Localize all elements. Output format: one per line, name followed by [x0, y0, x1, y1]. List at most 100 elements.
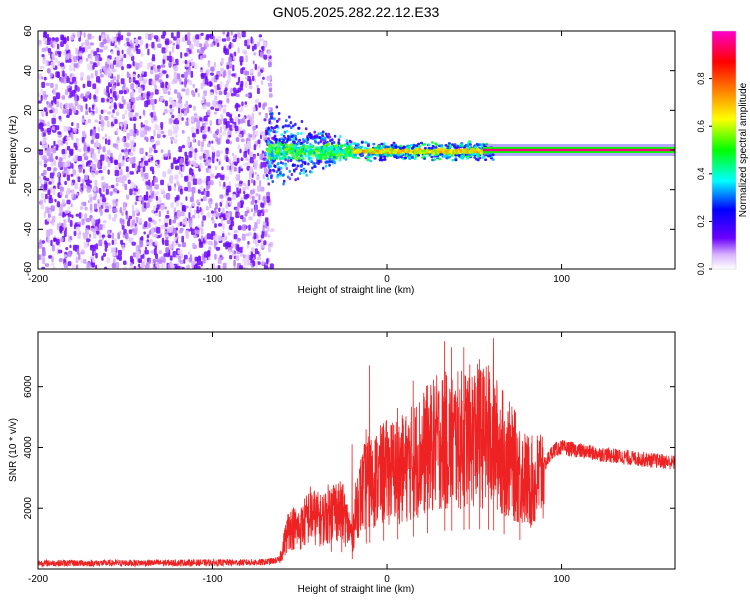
heatmap-cell — [139, 61, 143, 68]
heatmap-cell — [329, 152, 333, 156]
heatmap-cell — [233, 269, 237, 276]
heatmap-cell — [171, 46, 175, 53]
heatmap-cell — [272, 126, 275, 130]
heatmap-cell — [154, 89, 159, 95]
heatmap-cell — [222, 31, 226, 35]
heatmap-cell — [245, 254, 250, 261]
heatmap-cell — [95, 264, 98, 269]
heatmap-cell — [221, 38, 227, 42]
heatmap-cell — [58, 161, 63, 168]
heatmap-cell — [472, 152, 476, 156]
heatmap-cell — [399, 147, 403, 150]
heatmap-cell — [324, 132, 328, 136]
heatmap-cell — [92, 129, 96, 136]
heatmap-cell — [112, 109, 115, 114]
heatmap-cell — [252, 227, 256, 232]
heatmap-cell — [142, 92, 147, 98]
heatmap-cell — [483, 148, 675, 152]
heatmap-cell — [268, 121, 271, 124]
heatmap-cell — [273, 117, 276, 121]
heatmap-cell — [81, 201, 86, 206]
heatmap-cell — [165, 247, 170, 253]
heatmap-cell — [147, 158, 151, 163]
heatmap-cell — [245, 269, 248, 274]
heatmap-cell — [451, 158, 455, 162]
heatmap-cell — [237, 212, 241, 216]
heatmap-cell — [151, 233, 155, 238]
heatmap-cell — [194, 114, 198, 118]
heatmap-cell — [247, 114, 251, 119]
heatmap-cell — [163, 256, 166, 264]
heatmap-cell — [114, 160, 118, 165]
heatmap-cell — [125, 214, 129, 220]
heatmap-cell — [65, 44, 69, 51]
heatmap-cell — [111, 36, 114, 44]
heatmap-cell — [131, 90, 135, 98]
heatmap-cell — [252, 129, 255, 136]
heatmap-cell — [240, 157, 244, 162]
heatmap-cell — [41, 76, 44, 80]
heatmap-cell — [233, 51, 237, 57]
heatmap-cell — [102, 223, 106, 229]
heatmap-cell — [302, 157, 305, 161]
heatmap-cell — [142, 165, 146, 173]
heatmap-cell — [185, 205, 189, 209]
heatmap-cell — [75, 47, 78, 55]
heatmap-cell — [295, 149, 299, 153]
heatmap-cell — [248, 85, 253, 90]
heatmap-cell — [294, 137, 298, 141]
heatmap-cell — [299, 154, 303, 158]
heatmap-cell — [263, 265, 269, 269]
heatmap-cell — [58, 258, 63, 263]
heatmap-cell — [200, 198, 204, 202]
heatmap-cell — [336, 150, 339, 154]
heatmap-cell — [138, 197, 143, 201]
heatmap-cell — [180, 173, 183, 178]
heatmap-cell — [211, 263, 216, 269]
heatmap-cell — [239, 200, 244, 205]
heatmap-cell — [43, 163, 47, 168]
heatmap-cell — [173, 65, 178, 72]
heatmap-cell — [305, 140, 309, 144]
heatmap-cell — [289, 121, 293, 125]
heatmap-cell — [109, 191, 113, 196]
heatmap-cell — [211, 140, 214, 144]
heatmap-cell — [237, 246, 240, 252]
heatmap-cell — [233, 260, 236, 267]
heatmap-cell — [140, 122, 143, 128]
heatmap-cell — [82, 83, 86, 89]
heatmap-cell — [266, 161, 269, 165]
heatmap-cell — [75, 256, 79, 264]
heatmap-cell — [464, 151, 468, 155]
heatmap-cell — [149, 186, 153, 194]
heatmap-cell — [227, 197, 232, 201]
heatmap-cell — [212, 133, 217, 138]
heatmap-cell — [92, 249, 95, 257]
heatmap-cell — [68, 64, 73, 72]
heatmap-cell — [168, 218, 172, 226]
heatmap-cell — [43, 107, 47, 112]
heatmap-cell — [160, 34, 165, 39]
heatmap-cell — [211, 77, 215, 82]
heatmap-cell — [287, 151, 291, 155]
heatmap-cell — [216, 173, 221, 178]
heatmap-cell — [118, 41, 121, 45]
heatmap-cell — [156, 204, 160, 210]
heatmap-cell — [106, 257, 110, 264]
heatmap-cell — [216, 128, 219, 135]
heatmap-cell — [52, 147, 57, 154]
heatmap-cell — [57, 131, 62, 135]
heatmap-cell — [62, 223, 67, 229]
heatmap-cell — [51, 262, 55, 267]
heatmap-cell — [153, 47, 156, 51]
heatmap-cell — [106, 120, 110, 128]
heatmap-cell — [241, 67, 246, 71]
heatmap-cell — [317, 159, 321, 163]
heatmap-cell — [85, 218, 91, 223]
heatmap-cell — [184, 175, 189, 182]
heatmap-cell — [269, 116, 273, 120]
heatmap-cell — [226, 156, 229, 163]
heatmap-cell — [151, 80, 156, 86]
heatmap-cell — [322, 130, 325, 134]
